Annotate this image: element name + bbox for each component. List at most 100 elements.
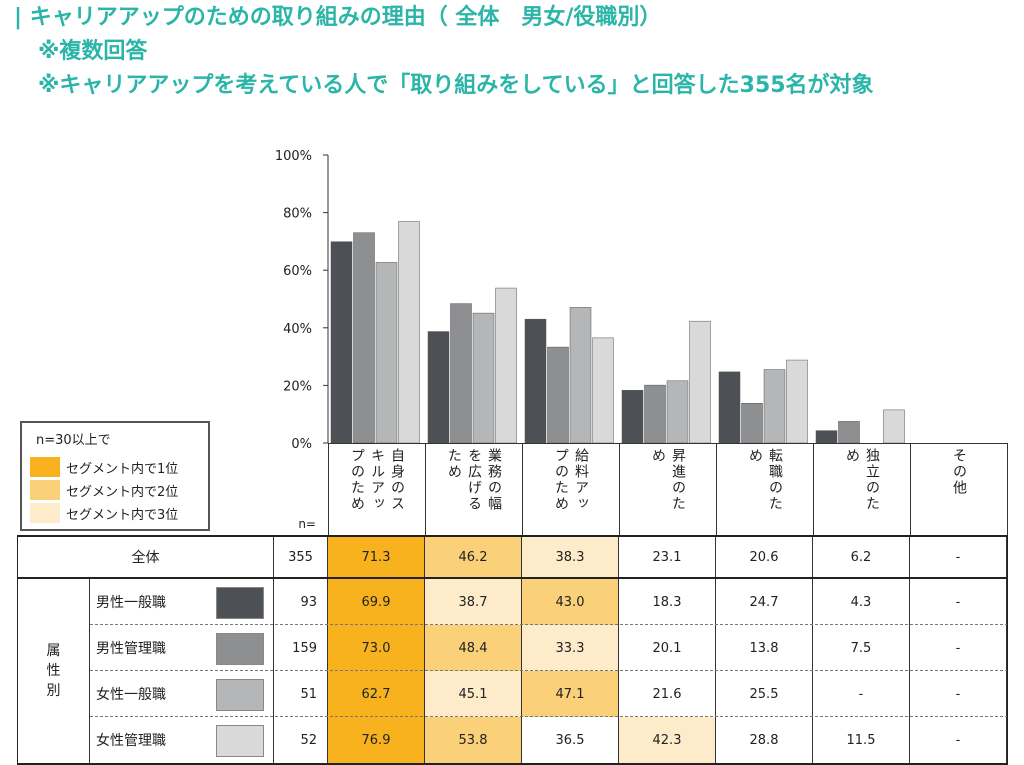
table-cell-value: 7.5 — [813, 625, 910, 671]
row-series-swatch — [216, 679, 264, 711]
y-tick-label: 0% — [291, 437, 312, 452]
bar — [547, 346, 569, 444]
category-label-cell: 業務の幅 を広げる ため — [425, 443, 522, 535]
table-cell-value: 47.1 — [522, 671, 619, 717]
table-cell-value: 4.3 — [813, 579, 910, 625]
category-label: 転職のた め — [747, 448, 783, 512]
chart-subtitle-note: ※複数回答 — [38, 39, 148, 64]
table-cell-value: 33.3 — [522, 625, 619, 671]
category-label-cell: その他 — [910, 443, 1007, 535]
bar — [592, 337, 614, 444]
category-label: 昇進のた め — [650, 448, 686, 512]
table-cell-value: - — [910, 717, 1007, 763]
category-label-cell: 給料アッ プのため — [522, 443, 619, 535]
category-label: 自身のス キルアッ プのため — [349, 448, 405, 512]
table-cell-value: 23.1 — [619, 537, 716, 577]
row-label-cell: 男性一般職 — [90, 579, 274, 625]
table-cell-value: 38.3 — [522, 537, 619, 577]
legend: n=30以上で セグメント内で1位 セグメント内で2位 セグメント内で3位 — [20, 421, 210, 531]
bar — [838, 421, 860, 444]
bar — [427, 331, 450, 444]
bar — [524, 318, 547, 444]
category-label-cell: 転職のた め — [716, 443, 813, 535]
category-label: 給料アッ プのため — [553, 448, 589, 512]
n-label: n= — [298, 517, 316, 531]
bar — [472, 312, 495, 444]
total-row-label: 全体 — [18, 537, 274, 577]
bar — [689, 320, 711, 444]
bar — [815, 430, 838, 444]
y-tick-label: 100% — [275, 149, 312, 164]
table-section-border — [18, 577, 1008, 579]
legend-label-rank2: セグメント内で2位 — [66, 485, 179, 500]
row-divider — [90, 670, 1008, 671]
y-tick-label: 20% — [283, 379, 312, 394]
category-label: その他 — [951, 448, 967, 496]
table-cell-value: 11.5 — [813, 717, 910, 763]
y-tick-label: 80% — [283, 207, 312, 222]
bar — [786, 359, 808, 444]
bar — [741, 403, 763, 444]
table-cell-value: 20.1 — [619, 625, 716, 671]
bar — [718, 371, 741, 444]
legend-swatch-rank3 — [30, 503, 60, 523]
row-n: 159 — [274, 625, 328, 671]
table-cell-value: 53.8 — [425, 717, 522, 763]
bar — [644, 384, 666, 444]
row-series-swatch — [216, 587, 264, 619]
table-left-border — [17, 535, 18, 765]
table-cell-value: 73.0 — [328, 625, 425, 671]
row-label: 女性管理職 — [96, 733, 166, 749]
table-cell-value: 69.9 — [328, 579, 425, 625]
bar — [666, 380, 689, 444]
table-cell-value: - — [910, 579, 1007, 625]
table-cell-value: - — [910, 537, 1007, 577]
chart-subtitle-target: ※キャリアアップを考えている人で「取り組みをしている」と回答した355名が対象 — [38, 73, 874, 98]
legend-swatch-rank1 — [30, 457, 60, 477]
table-cell-value: 38.7 — [425, 579, 522, 625]
category-label-cell: 昇進のた め — [619, 443, 716, 535]
table-cell-value: - — [910, 625, 1007, 671]
bar — [763, 369, 786, 444]
category-label-cell: 独立のた め — [813, 443, 910, 535]
table-cell-value: 24.7 — [716, 579, 813, 625]
legend-label-rank1: セグメント内で1位 — [66, 462, 179, 477]
category-label-cell: 自身のス キルアッ プのため — [328, 443, 425, 535]
row-label-cell: 女性管理職 — [90, 717, 274, 763]
row-divider — [90, 624, 1008, 625]
category-label: 独立のた め — [844, 448, 880, 512]
bar — [883, 409, 905, 444]
table-cell-value: 43.0 — [522, 579, 619, 625]
table-cell-value: 48.4 — [425, 625, 522, 671]
row-series-swatch — [216, 725, 264, 757]
row-label: 女性一般職 — [96, 687, 166, 703]
bar — [398, 221, 420, 444]
table-cell-value: 42.3 — [619, 717, 716, 763]
legend-item-rank2: セグメント内で2位 — [30, 480, 210, 500]
table-cell-value: - — [813, 671, 910, 717]
row-label: 男性一般職 — [96, 595, 166, 611]
bar — [450, 303, 472, 444]
table-cell-value: 71.3 — [328, 537, 425, 577]
row-label-cell: 女性一般職 — [90, 671, 274, 717]
row-label: 男性管理職 — [96, 641, 166, 657]
row-divider — [90, 716, 1008, 717]
y-tick-label: 60% — [283, 264, 312, 279]
bar — [495, 287, 517, 444]
bar — [569, 307, 592, 444]
table-top-border — [18, 535, 1008, 537]
attribute-group-label: 属 性 別 — [18, 579, 90, 763]
legend-item-rank3: セグメント内で3位 — [30, 503, 210, 523]
bar — [330, 241, 353, 444]
table-right-border — [1007, 535, 1008, 765]
table-cell-value: 25.5 — [716, 671, 813, 717]
category-label: 業務の幅 を広げる ため — [446, 448, 502, 512]
row-n: 52 — [274, 717, 328, 763]
row-label-cell: 男性管理職 — [90, 625, 274, 671]
table-cell-value: 28.8 — [716, 717, 813, 763]
table-cell-value: 6.2 — [813, 537, 910, 577]
table-cell-value: - — [910, 671, 1007, 717]
grid-line — [1007, 443, 1008, 535]
table-cell-value: 18.3 — [619, 579, 716, 625]
